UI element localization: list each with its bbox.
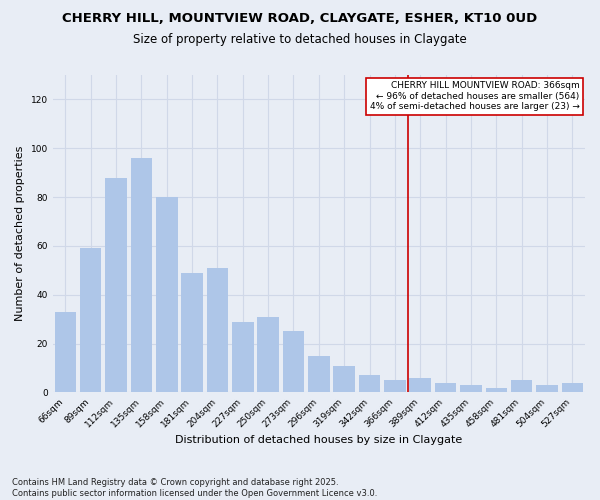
Bar xyxy=(384,380,406,392)
Bar xyxy=(536,385,558,392)
Text: CHERRY HILL MOUNTVIEW ROAD: 366sqm
← 96% of detached houses are smaller (564)
4%: CHERRY HILL MOUNTVIEW ROAD: 366sqm ← 96%… xyxy=(370,82,580,111)
Bar xyxy=(283,332,304,392)
Bar xyxy=(156,197,178,392)
Bar xyxy=(257,317,279,392)
Bar xyxy=(511,380,532,392)
Bar xyxy=(232,322,254,392)
Bar xyxy=(409,378,431,392)
Text: Contains HM Land Registry data © Crown copyright and database right 2025.
Contai: Contains HM Land Registry data © Crown c… xyxy=(12,478,377,498)
Y-axis label: Number of detached properties: Number of detached properties xyxy=(15,146,25,322)
Bar xyxy=(55,312,76,392)
Bar xyxy=(131,158,152,392)
Bar xyxy=(460,385,482,392)
Bar xyxy=(80,248,101,392)
Bar xyxy=(435,382,457,392)
Bar xyxy=(485,388,507,392)
Bar xyxy=(181,273,203,392)
Text: CHERRY HILL, MOUNTVIEW ROAD, CLAYGATE, ESHER, KT10 0UD: CHERRY HILL, MOUNTVIEW ROAD, CLAYGATE, E… xyxy=(62,12,538,26)
Bar xyxy=(105,178,127,392)
Text: Size of property relative to detached houses in Claygate: Size of property relative to detached ho… xyxy=(133,32,467,46)
Bar xyxy=(562,382,583,392)
X-axis label: Distribution of detached houses by size in Claygate: Distribution of detached houses by size … xyxy=(175,435,463,445)
Bar xyxy=(334,366,355,392)
Bar xyxy=(359,376,380,392)
Bar xyxy=(206,268,228,392)
Bar xyxy=(308,356,329,393)
